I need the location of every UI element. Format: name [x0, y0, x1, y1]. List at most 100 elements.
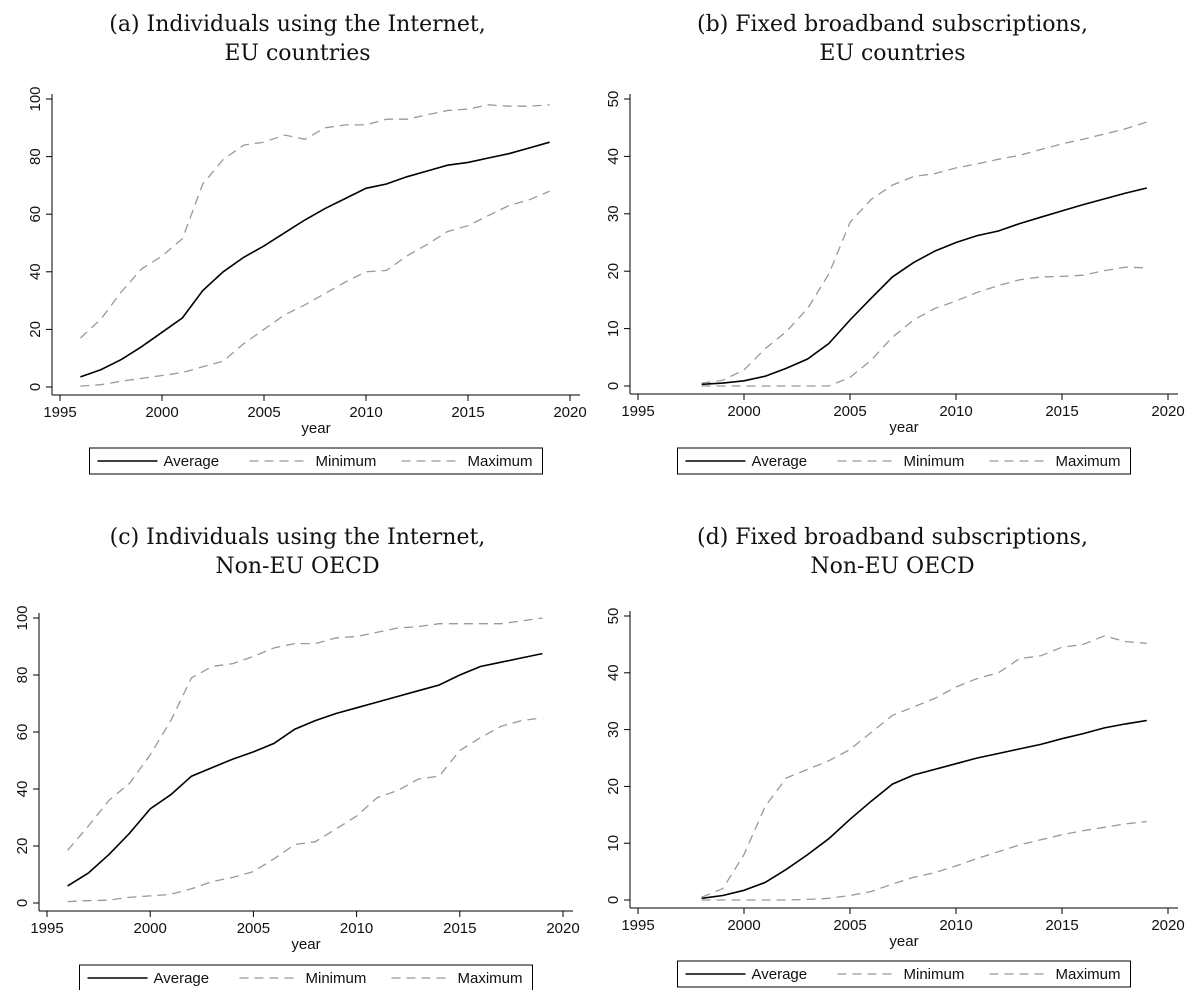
chart-title: (a) Individuals using the Internet, EU c…: [0, 10, 595, 68]
x-tick-label: 2000: [145, 404, 178, 421]
legend: Average Minimum Maximum: [89, 447, 543, 475]
x-tick-label: 2000: [134, 920, 167, 937]
x-tick-label: 2005: [833, 917, 866, 934]
chart-svg: 0 20 40 60 80 100 1995 2000 2005 2010 2015 2020 year…: [27, 86, 587, 475]
x-tick-label: 2000: [727, 403, 760, 420]
y-tick-label: 20: [605, 263, 622, 280]
x-tick-label: 2005: [237, 920, 270, 937]
x-axis-label: year: [301, 420, 330, 437]
chart-title: (c) Individuals using the Internet, Non-…: [0, 523, 595, 581]
legend-label-average: Average: [164, 453, 220, 470]
x-tick-label: 2005: [833, 403, 866, 420]
panel-c-internet-non-eu: (c) Individuals using the Internet, Non-…: [0, 495, 595, 990]
series-line-maximum: [67, 617, 543, 851]
x-tick-label: 2020: [1151, 403, 1184, 420]
series-line-average: [67, 652, 543, 887]
legend-box: [79, 964, 533, 990]
legend-label-average: Average: [154, 970, 210, 987]
x-tick-label: 2010: [340, 920, 373, 937]
y-tick-label: 30: [605, 205, 622, 222]
chart-title-line2: EU countries: [224, 41, 371, 66]
chart-svg: 0 20 40 60 80 100 1995 2000 2005 2010 2015 2020 year…: [14, 605, 580, 990]
legend: Average Minimum Maximum: [79, 964, 533, 990]
x-axis-label: year: [889, 933, 918, 950]
x-tick-label: 2010: [939, 403, 972, 420]
legend-label-minimum: Minimum: [306, 970, 367, 987]
chart-svg: 0 10 20 30 40 50 1995 2000 2005 2010 2015 2020 year A…: [605, 91, 1185, 475]
x-tick-label: 2005: [247, 404, 280, 421]
series-line-average: [80, 141, 550, 378]
panel-b-broadband-eu: (b) Fixed broadband subscriptions, EU co…: [595, 0, 1190, 495]
legend-box: [677, 960, 1131, 988]
legend-label-average: Average: [752, 453, 808, 470]
x-tick-label: 1995: [621, 403, 654, 420]
legend-label-minimum: Minimum: [904, 453, 965, 470]
series-line-maximum: [701, 121, 1147, 384]
x-tick-label: 1995: [621, 917, 654, 934]
legend-label-minimum: Minimum: [316, 453, 377, 470]
legend-label-average: Average: [752, 966, 808, 983]
series-line-minimum: [701, 820, 1147, 901]
chart-title-line2: Non-EU OECD: [810, 554, 975, 579]
y-tick-label: 40: [14, 781, 31, 798]
series-line-average: [701, 187, 1147, 386]
series-line-minimum: [67, 717, 543, 903]
y-tick-label: 10: [605, 835, 622, 852]
x-axis-label: year: [889, 419, 918, 436]
y-tick-label: 40: [27, 263, 44, 280]
x-tick-label: 2020: [553, 404, 586, 421]
x-tick-label: 2020: [546, 920, 579, 937]
y-tick-label: 100: [14, 605, 31, 630]
y-tick-label: 0: [605, 382, 622, 390]
chart-svg: 0 10 20 30 40 50 1995 2000 2005 2010 2015 2020 year A…: [605, 608, 1185, 988]
y-tick-label: 0: [14, 899, 31, 907]
y-tick-label: 20: [605, 778, 622, 795]
x-tick-label: 2010: [349, 404, 382, 421]
y-tick-label: 20: [27, 321, 44, 338]
y-tick-label: 40: [605, 664, 622, 681]
x-tick-label: 2020: [1151, 917, 1184, 934]
series-line-maximum: [701, 635, 1147, 898]
chart-title-line1: (b) Fixed broadband subscriptions,: [697, 12, 1088, 37]
chart-title: (b) Fixed broadband subscriptions, EU co…: [595, 10, 1190, 68]
y-tick-label: 50: [605, 91, 622, 108]
chart-title-line1: (d) Fixed broadband subscriptions,: [697, 525, 1088, 550]
x-tick-label: 1995: [43, 404, 76, 421]
x-tick-label: 1995: [30, 920, 63, 937]
y-tick-label: 60: [27, 206, 44, 223]
chart-title-line2: EU countries: [819, 41, 966, 66]
chart-title: (d) Fixed broadband subscriptions, Non-E…: [595, 523, 1190, 581]
series-line-minimum: [701, 266, 1147, 387]
legend-label-minimum: Minimum: [904, 966, 965, 983]
y-tick-label: 20: [14, 838, 31, 855]
legend-label-maximum: Maximum: [468, 453, 533, 470]
y-tick-label: 0: [27, 383, 44, 391]
y-tick-label: 100: [27, 86, 44, 111]
series-line-average: [701, 719, 1147, 900]
y-tick-label: 80: [14, 667, 31, 684]
x-tick-label: 2015: [451, 404, 484, 421]
series-line-maximum: [79, 104, 550, 339]
x-tick-label: 2000: [727, 917, 760, 934]
series-line-minimum: [80, 190, 550, 387]
legend-box: [89, 447, 543, 475]
chart-title-line1: (c) Individuals using the Internet,: [109, 525, 486, 550]
chart-title-line2: Non-EU OECD: [215, 554, 380, 579]
x-tick-label: 2015: [1045, 403, 1078, 420]
legend-label-maximum: Maximum: [1056, 453, 1121, 470]
y-tick-label: 10: [605, 320, 622, 337]
y-tick-label: 60: [14, 724, 31, 741]
chart-title-line1: (a) Individuals using the Internet,: [109, 12, 486, 37]
y-tick-label: 40: [605, 148, 622, 165]
legend: Average Minimum Maximum: [677, 447, 1131, 475]
legend-label-maximum: Maximum: [1056, 966, 1121, 983]
x-tick-label: 2015: [443, 920, 476, 937]
y-tick-label: 0: [605, 896, 622, 904]
legend: Average Minimum Maximum: [677, 960, 1131, 988]
y-tick-label: 50: [605, 608, 622, 625]
x-tick-label: 2015: [1045, 917, 1078, 934]
legend-box: [677, 447, 1131, 475]
x-tick-label: 2010: [939, 917, 972, 934]
y-tick-label: 30: [605, 721, 622, 738]
panel-a-internet-eu: (a) Individuals using the Internet, EU c…: [0, 0, 595, 495]
